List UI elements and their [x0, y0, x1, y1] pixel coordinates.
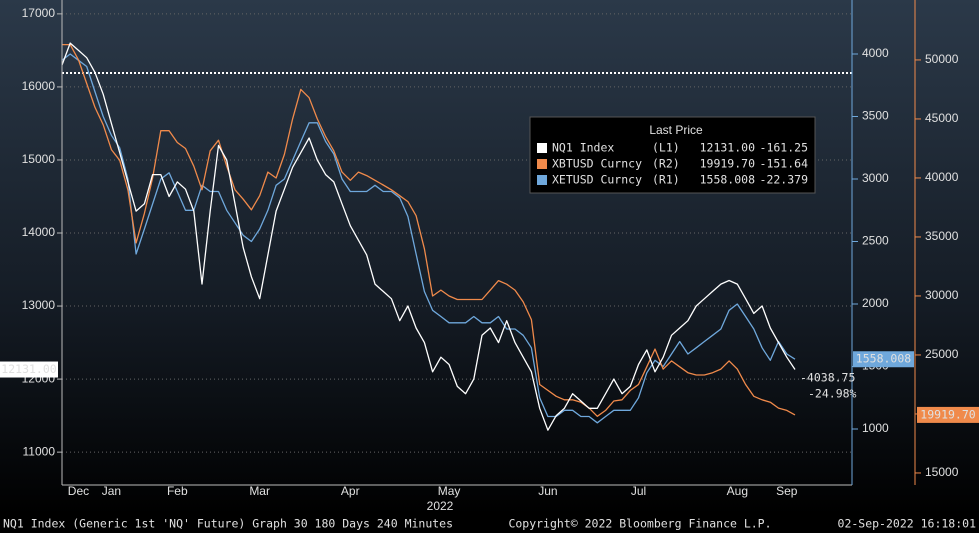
background [0, 0, 979, 515]
x-tick-label: Jun [538, 484, 557, 498]
legend-name: NQ1 Index [552, 141, 614, 155]
legend-box [529, 116, 816, 194]
legend-change: -161.25 [760, 141, 808, 155]
y3-tick-label: 45000 [925, 111, 959, 125]
x-tick-label: Apr [341, 484, 360, 498]
y2-tick-label: 1000 [862, 421, 889, 435]
last-value-label: 19919.70 [920, 407, 975, 421]
y-tick-label: 13000 [22, 298, 56, 312]
x-tick-label: Jan [102, 484, 121, 498]
legend-name: XBTUSD Curncy [552, 157, 642, 171]
legend-tag: (R1) [652, 173, 680, 187]
y-tick-label: 17000 [22, 6, 56, 20]
legend: Last Price [529, 116, 816, 194]
last-value-label: 12131.00 [1, 362, 56, 376]
y-tick-label: 16000 [22, 79, 56, 93]
legend-swatch [537, 159, 547, 169]
legend-last: 1558.008 [700, 173, 755, 187]
legend-swatch [537, 175, 547, 185]
x-tick-label: May [438, 484, 461, 498]
legend-change: -22.379 [760, 173, 809, 187]
series-line [61, 53, 796, 424]
legend-last: 12131.00 [700, 141, 755, 155]
x-tick-label: Jul [631, 484, 646, 498]
year-label: 2022 [427, 499, 454, 513]
y3-tick-label: 30000 [925, 288, 959, 302]
x-tick-label: Dec [68, 484, 89, 498]
y2-tick-label: 2500 [862, 234, 889, 248]
legend-last: 19919.70 [700, 157, 755, 171]
last-value-box [0, 361, 58, 378]
series-line [62, 43, 796, 417]
x-tick-label: Sep [776, 484, 798, 498]
legend-tag: (L1) [652, 141, 680, 155]
last-value-label: 1558.008 [856, 352, 911, 366]
footer-center: Copyright© 2022 Bloomberg Finance L.P. [508, 517, 771, 531]
legend-tag: (R2) [652, 157, 680, 171]
legend-swatch [537, 143, 547, 153]
y3-tick-label: 50000 [925, 52, 959, 66]
y2-tick-label: 3500 [862, 109, 889, 123]
legend-change: -151.64 [760, 157, 809, 171]
y-tick-label: 15000 [22, 152, 56, 166]
annotation: -4038.75 [800, 371, 855, 385]
footer-left: NQ1 Index (Generic 1st 'NQ' Future) Grap… [3, 517, 453, 531]
last-value-box [853, 351, 914, 368]
y2-tick-label: 4000 [862, 46, 889, 60]
y2-tick-label: 3000 [862, 171, 889, 185]
x-tick-label: Mar [249, 484, 270, 498]
series-line [61, 42, 796, 431]
y3-tick-label: 15000 [925, 465, 959, 479]
y-tick-label: 11000 [23, 444, 56, 458]
y3-tick-label: 35000 [925, 229, 959, 243]
annotation: -24.98% [808, 387, 857, 401]
x-tick-label: Aug [727, 484, 748, 498]
y3-tick-label: 25000 [925, 347, 959, 361]
legend-title: Last Price [649, 123, 703, 137]
y3-tick-label: 40000 [925, 170, 959, 184]
y-tick-label: 14000 [22, 225, 56, 239]
legend-name: XETUSD Curncy [552, 173, 642, 187]
y2-tick-label: 2000 [862, 296, 889, 310]
last-value-box [917, 406, 979, 423]
footer-bar [0, 515, 979, 533]
x-tick-label: Feb [167, 484, 188, 498]
footer-right: 02-Sep-2022 16:18:01 [838, 517, 977, 531]
